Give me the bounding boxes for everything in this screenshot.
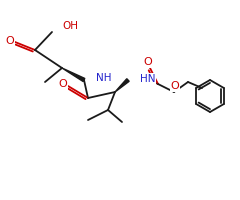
Text: OH: OH bbox=[62, 21, 78, 31]
Text: HN: HN bbox=[140, 74, 156, 84]
Text: NH: NH bbox=[96, 73, 112, 83]
Polygon shape bbox=[62, 68, 85, 82]
Text: O: O bbox=[171, 81, 179, 91]
Text: O: O bbox=[59, 79, 67, 89]
Text: O: O bbox=[144, 57, 152, 67]
Polygon shape bbox=[115, 79, 129, 92]
Text: O: O bbox=[6, 36, 14, 46]
